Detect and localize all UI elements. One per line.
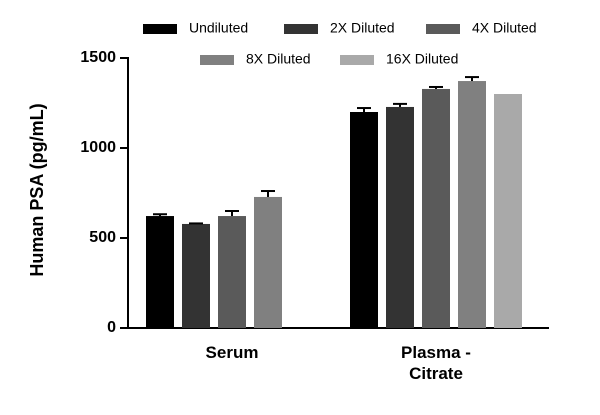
legend-swatch [143, 24, 177, 34]
bar [422, 88, 450, 329]
y-tick-label: 1000 [80, 139, 116, 156]
bar [494, 94, 522, 328]
y-tick-label: 1500 [80, 49, 116, 66]
legend-label: Undiluted [189, 20, 248, 36]
bar [350, 112, 378, 328]
y-tick-label: 500 [89, 229, 116, 246]
bar [146, 216, 174, 328]
y-axis-label: Human PSA (pg/mL) [27, 103, 47, 276]
x-tick-label: Plasma - Citrate [401, 343, 471, 383]
bar [218, 216, 246, 328]
legend-swatch [340, 55, 374, 65]
bar [458, 81, 486, 328]
y-tick-label: 0 [107, 319, 116, 336]
x-tick-label: Serum [205, 343, 259, 362]
legend-label: 8X Diluted [246, 51, 311, 67]
legend-label: 2X Diluted [330, 20, 395, 36]
legend-label: 4X Diluted [472, 20, 537, 36]
bar [182, 223, 210, 328]
legend-swatch [284, 24, 318, 34]
legend-swatch [426, 24, 460, 34]
bar [254, 196, 282, 328]
bar [386, 106, 414, 329]
legend-label: 16X Diluted [386, 51, 458, 67]
legend-swatch [200, 55, 234, 65]
